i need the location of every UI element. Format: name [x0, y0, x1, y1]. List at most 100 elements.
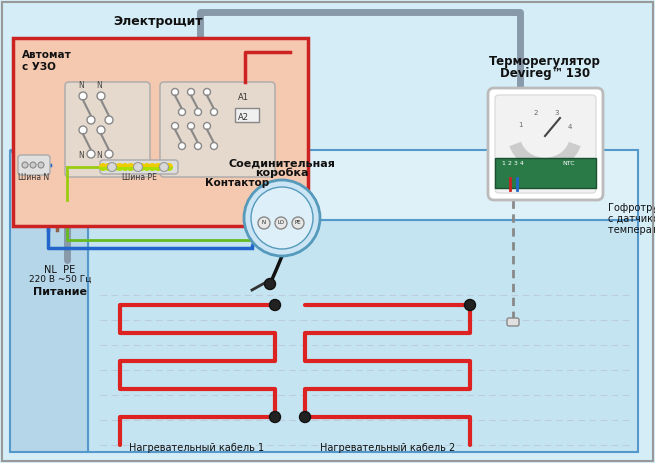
Circle shape — [299, 412, 310, 423]
Circle shape — [258, 217, 270, 229]
Circle shape — [187, 88, 195, 95]
Text: N: N — [96, 151, 102, 160]
Text: 1 2 3 4: 1 2 3 4 — [502, 161, 524, 166]
Wedge shape — [143, 163, 151, 167]
FancyBboxPatch shape — [160, 82, 275, 177]
Text: Шина PE: Шина PE — [122, 173, 157, 182]
Wedge shape — [138, 167, 145, 171]
Text: Электрощит: Электрощит — [113, 15, 203, 28]
Circle shape — [87, 116, 95, 124]
Circle shape — [210, 108, 217, 115]
Circle shape — [97, 126, 105, 134]
FancyBboxPatch shape — [13, 38, 308, 226]
Wedge shape — [132, 167, 140, 171]
Wedge shape — [115, 163, 124, 167]
Circle shape — [204, 123, 210, 130]
Text: 220 В ~50 Гц: 220 В ~50 Гц — [29, 275, 91, 284]
Circle shape — [292, 217, 304, 229]
Wedge shape — [149, 163, 157, 167]
Polygon shape — [10, 150, 638, 220]
Circle shape — [187, 123, 195, 130]
Circle shape — [210, 143, 217, 150]
FancyBboxPatch shape — [18, 155, 50, 175]
Wedge shape — [149, 167, 157, 171]
Text: N: N — [262, 220, 266, 225]
Wedge shape — [105, 163, 113, 167]
Circle shape — [195, 143, 202, 150]
Text: Терморегулятор: Терморегулятор — [489, 55, 601, 68]
Circle shape — [179, 143, 185, 150]
Text: 3: 3 — [554, 110, 559, 116]
Wedge shape — [99, 167, 107, 171]
Circle shape — [244, 180, 320, 256]
Text: Контактор: Контактор — [205, 178, 269, 188]
Wedge shape — [105, 167, 113, 171]
Circle shape — [105, 150, 113, 158]
Text: N: N — [96, 81, 102, 90]
Wedge shape — [165, 163, 173, 167]
Wedge shape — [115, 167, 124, 171]
Circle shape — [87, 150, 95, 158]
Circle shape — [204, 88, 210, 95]
Text: A2: A2 — [238, 113, 249, 122]
Circle shape — [105, 116, 113, 124]
Circle shape — [134, 163, 143, 171]
Wedge shape — [160, 163, 168, 167]
Wedge shape — [121, 167, 129, 171]
Text: 1: 1 — [518, 122, 523, 128]
Wedge shape — [154, 167, 162, 171]
Text: PE: PE — [295, 220, 301, 225]
Text: Devireg™ 130: Devireg™ 130 — [500, 67, 590, 80]
Wedge shape — [138, 163, 145, 167]
Wedge shape — [160, 167, 168, 171]
FancyBboxPatch shape — [100, 160, 178, 174]
Text: NL  PE: NL PE — [45, 265, 75, 275]
Text: LO: LO — [278, 220, 284, 225]
Wedge shape — [110, 163, 118, 167]
Wedge shape — [110, 167, 118, 171]
Circle shape — [79, 92, 87, 100]
Text: коробка: коробка — [255, 168, 309, 178]
FancyBboxPatch shape — [495, 158, 596, 188]
Wedge shape — [143, 167, 151, 171]
FancyBboxPatch shape — [495, 95, 596, 193]
Circle shape — [251, 187, 313, 249]
FancyBboxPatch shape — [507, 318, 519, 326]
Circle shape — [97, 92, 105, 100]
Wedge shape — [126, 167, 134, 171]
Wedge shape — [99, 163, 107, 167]
Text: Нагревательный кабель 1: Нагревательный кабель 1 — [130, 443, 265, 453]
Circle shape — [30, 162, 36, 168]
FancyBboxPatch shape — [65, 82, 150, 177]
Circle shape — [160, 163, 168, 171]
Circle shape — [265, 279, 276, 289]
Text: Соединительная: Соединительная — [229, 158, 335, 168]
Polygon shape — [10, 150, 88, 452]
Text: температуры пола: температуры пола — [608, 225, 655, 235]
Circle shape — [22, 162, 28, 168]
Text: N: N — [78, 81, 84, 90]
Circle shape — [269, 300, 280, 311]
Text: Питание: Питание — [33, 287, 87, 297]
Wedge shape — [165, 167, 173, 171]
Text: A1: A1 — [238, 93, 249, 102]
Circle shape — [107, 163, 117, 171]
Text: 4: 4 — [568, 125, 572, 131]
Text: с датчиком: с датчиком — [608, 214, 655, 224]
Circle shape — [275, 217, 287, 229]
Wedge shape — [121, 163, 129, 167]
Circle shape — [269, 412, 280, 423]
Text: N: N — [78, 151, 84, 160]
Circle shape — [464, 300, 476, 311]
Text: Автомат
с УЗО: Автомат с УЗО — [22, 50, 72, 72]
Circle shape — [172, 88, 179, 95]
Wedge shape — [126, 163, 134, 167]
Circle shape — [195, 108, 202, 115]
Circle shape — [179, 108, 185, 115]
Text: NTC: NTC — [562, 161, 574, 166]
Wedge shape — [132, 163, 140, 167]
Text: Шина N: Шина N — [18, 173, 50, 182]
FancyBboxPatch shape — [488, 88, 603, 200]
Circle shape — [172, 123, 179, 130]
Text: Нагревательный кабель 2: Нагревательный кабель 2 — [320, 443, 456, 453]
